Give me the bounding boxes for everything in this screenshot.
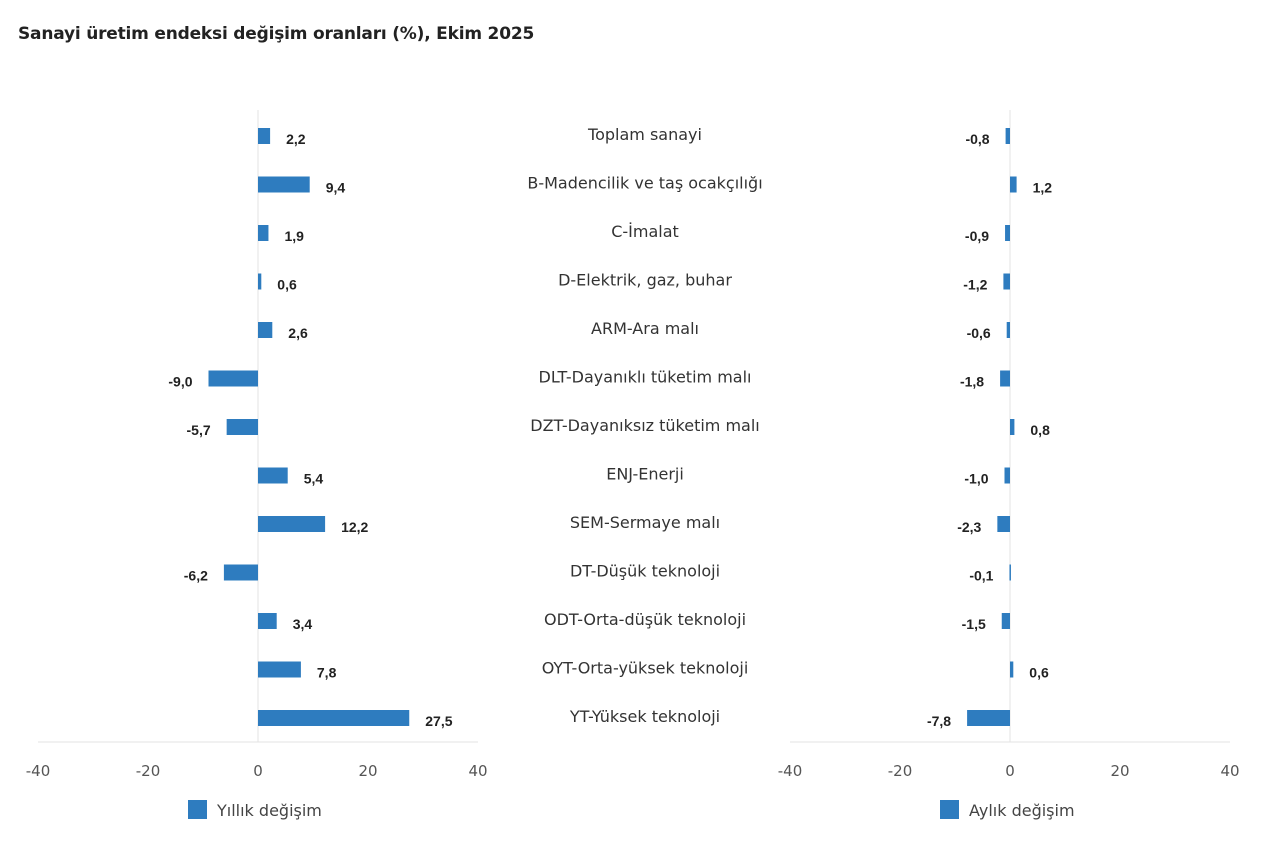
category-label: OYT-Orta-yüksek teknoloji bbox=[542, 659, 749, 678]
bar bbox=[258, 516, 326, 532]
bar bbox=[1001, 613, 1010, 629]
x-tick-label: -40 bbox=[778, 762, 803, 780]
bar bbox=[1010, 176, 1017, 193]
category-label: ENJ-Enerji bbox=[606, 465, 684, 484]
bar bbox=[258, 128, 271, 144]
category-label: DZT-Dayanıksız tüketim malı bbox=[530, 416, 760, 435]
category-label: D-Elektrik, gaz, buhar bbox=[558, 271, 732, 290]
category-label: Toplam sanayi bbox=[587, 125, 702, 144]
bar bbox=[1006, 322, 1010, 338]
bar bbox=[1004, 467, 1010, 484]
category-label: YT-Yüksek teknoloji bbox=[569, 707, 720, 726]
data-label: -0,9 bbox=[965, 228, 989, 244]
x-tick-label: 20 bbox=[1110, 762, 1129, 780]
bar bbox=[1010, 419, 1015, 435]
data-label: -2,3 bbox=[957, 519, 981, 535]
data-label: 1,2 bbox=[1033, 180, 1053, 196]
data-label: 1,9 bbox=[284, 228, 304, 244]
category-label: ODT-Orta-düşük teknoloji bbox=[544, 610, 746, 629]
legend-swatch bbox=[188, 800, 207, 819]
x-tick-label: -20 bbox=[888, 762, 913, 780]
data-label: -0,6 bbox=[967, 325, 991, 341]
bar bbox=[1005, 128, 1010, 144]
bar bbox=[258, 273, 262, 290]
data-label: 0,6 bbox=[1029, 665, 1049, 681]
data-label: 3,4 bbox=[293, 616, 313, 632]
bar bbox=[258, 322, 273, 338]
legend-label: Aylık değişim bbox=[969, 801, 1075, 820]
data-label: -6,2 bbox=[184, 568, 208, 584]
data-label: -0,1 bbox=[969, 568, 993, 584]
x-tick-label: -40 bbox=[26, 762, 51, 780]
data-label: 5,4 bbox=[304, 471, 324, 487]
bar bbox=[208, 370, 258, 387]
legend-label: Yıllık değişim bbox=[216, 801, 322, 820]
bar bbox=[1009, 564, 1011, 581]
x-tick-label: 40 bbox=[468, 762, 487, 780]
x-tick-label: -20 bbox=[136, 762, 161, 780]
chart-title: Sanayi üretim endeksi değişim oranları (… bbox=[18, 24, 535, 44]
data-label: 0,6 bbox=[277, 277, 297, 293]
category-label: ARM-Ara malı bbox=[591, 319, 699, 338]
data-label: 0,8 bbox=[1030, 422, 1050, 438]
data-label: -1,8 bbox=[960, 374, 984, 390]
bar bbox=[258, 613, 277, 629]
legend-swatch bbox=[940, 800, 959, 819]
bar bbox=[258, 467, 288, 484]
bar bbox=[258, 225, 269, 241]
bar bbox=[258, 710, 410, 726]
bar bbox=[226, 419, 258, 435]
data-label: -9,0 bbox=[168, 374, 192, 390]
data-label: -7,8 bbox=[927, 713, 951, 729]
data-label: -5,7 bbox=[187, 422, 211, 438]
x-tick-label: 40 bbox=[1220, 762, 1239, 780]
bar bbox=[258, 661, 301, 678]
data-label: -1,0 bbox=[964, 471, 988, 487]
bar bbox=[258, 176, 310, 193]
bar bbox=[1003, 273, 1010, 290]
x-tick-label: 0 bbox=[1005, 762, 1015, 780]
bar bbox=[223, 564, 258, 581]
bar bbox=[1000, 370, 1010, 387]
data-label: -0,8 bbox=[965, 131, 989, 147]
category-label: B-Madencilik ve taş ocakçılığı bbox=[527, 174, 762, 193]
bar bbox=[997, 516, 1010, 532]
bar bbox=[1010, 661, 1014, 678]
data-label: 2,6 bbox=[288, 325, 308, 341]
category-label: DLT-Dayanıklı tüketim malı bbox=[539, 368, 752, 387]
bar bbox=[1005, 225, 1010, 241]
bar bbox=[967, 710, 1010, 726]
category-label: C-İmalat bbox=[611, 222, 679, 241]
category-label: DT-Düşük teknoloji bbox=[570, 562, 720, 581]
category-label: SEM-Sermaye malı bbox=[570, 513, 720, 532]
data-label: 12,2 bbox=[341, 519, 368, 535]
data-label: -1,5 bbox=[962, 616, 986, 632]
data-label: 27,5 bbox=[425, 713, 452, 729]
data-label: 9,4 bbox=[326, 180, 346, 196]
x-tick-label: 20 bbox=[358, 762, 377, 780]
data-label: 7,8 bbox=[317, 665, 337, 681]
x-tick-label: 0 bbox=[253, 762, 263, 780]
data-label: -1,2 bbox=[963, 277, 987, 293]
data-label: 2,2 bbox=[286, 131, 306, 147]
